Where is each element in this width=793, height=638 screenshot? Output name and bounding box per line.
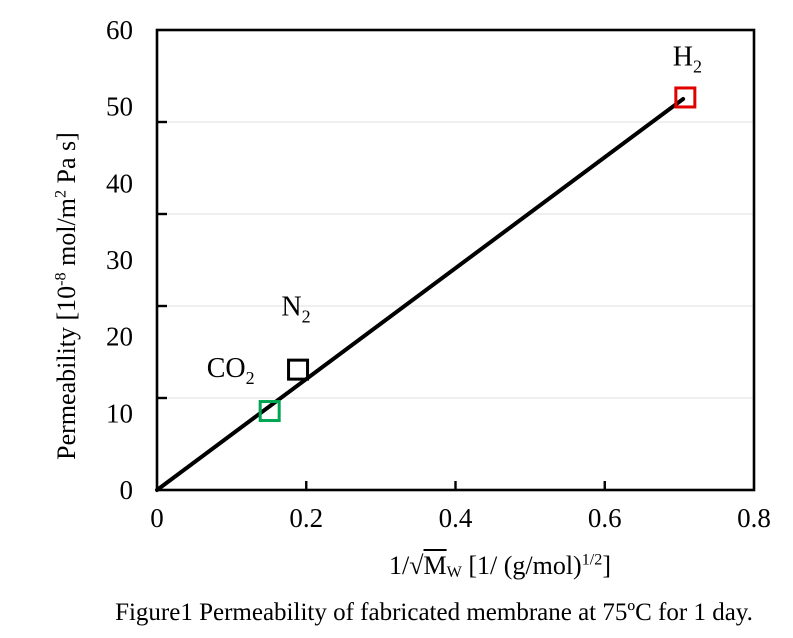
data-point-marker-h2: [674, 86, 697, 109]
point-label-h2: H2: [673, 41, 702, 76]
x-tick-label: 0.6: [588, 503, 622, 533]
x-axis-title-text: ]: [602, 551, 611, 580]
y-axis-title: Permeability [10-8 mol/m2 Pa s]: [52, 46, 82, 546]
x-axis-title-subscript: W: [446, 564, 462, 582]
x-tick-label: 0.8: [737, 503, 771, 533]
point-label-n2: N2: [281, 292, 310, 327]
y-axis-title-superscript: -8: [52, 272, 70, 286]
fit-line: [155, 97, 686, 492]
data-point-marker-n2: [287, 358, 310, 381]
y-tick-label: 40: [106, 168, 133, 198]
x-axis-title-text: 1/√: [389, 551, 424, 580]
y-axis-title-text: Permeability [10: [52, 285, 81, 460]
y-tick-label: 20: [106, 322, 133, 352]
y-tick-label: 50: [106, 92, 133, 122]
y-axis-title-text: Pa s]: [52, 132, 81, 190]
x-axis-title-text: [1/ (g/mol): [461, 551, 582, 580]
y-axis-title-superscript: 2: [52, 189, 70, 198]
x-tick-label: 0.2: [289, 503, 323, 533]
y-axis-title-text: mol/m: [52, 198, 81, 273]
y-tick-label: 0: [120, 475, 134, 505]
data-point-marker-co2: [258, 400, 281, 423]
x-axis-title-radicand: M: [423, 551, 447, 580]
x-tick-label: 0: [150, 503, 164, 533]
y-tick-label: 30: [106, 245, 133, 275]
y-tick-label: 10: [106, 398, 133, 428]
point-label-co2: CO2: [207, 353, 255, 388]
x-axis-title-superscript: 1/2: [581, 551, 603, 569]
x-axis-title: 1/√MW [1/ (g/mol)1/2]: [340, 551, 660, 582]
x-tick-label: 0.4: [439, 503, 473, 533]
figure-caption: Figure1 Permeability of fabricated membr…: [115, 599, 753, 626]
y-tick-label: 60: [106, 15, 133, 45]
